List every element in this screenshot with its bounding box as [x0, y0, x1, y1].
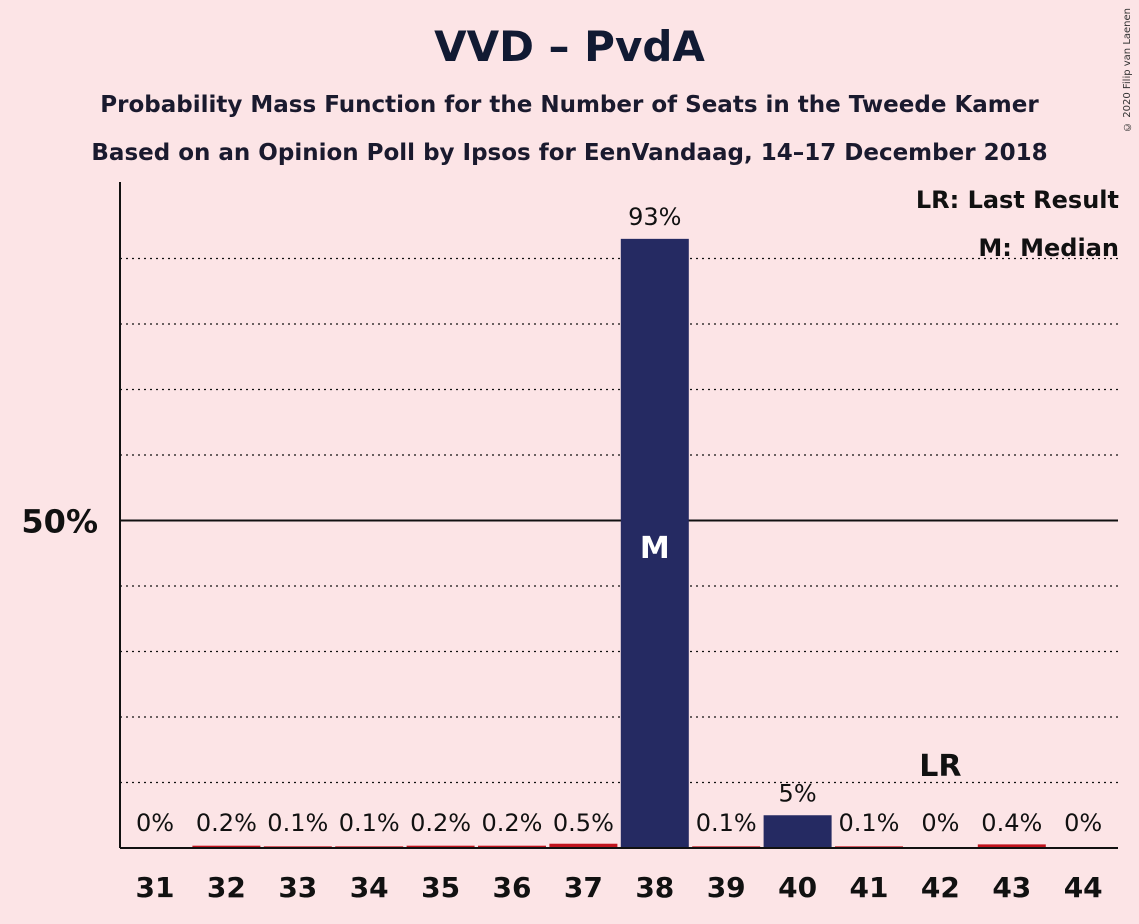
data-label-34: 0.1%	[339, 809, 400, 837]
bar-43	[977, 844, 1046, 848]
data-label-42: 0%	[921, 809, 959, 837]
bar-36	[478, 845, 546, 848]
x-tick-label-42: 42	[921, 871, 960, 904]
x-tick-label-33: 33	[278, 871, 317, 904]
bar-40	[763, 815, 832, 848]
legend-median: M: Median	[978, 234, 1119, 262]
x-tick-label-31: 31	[136, 871, 175, 904]
x-tick-label-34: 34	[350, 871, 389, 904]
x-tick-label-44: 44	[1064, 871, 1103, 904]
data-label-41: 0.1%	[839, 809, 900, 837]
data-label-35: 0.2%	[410, 809, 471, 837]
data-label-36: 0.2%	[482, 809, 543, 837]
x-tick-label-43: 43	[992, 871, 1031, 904]
data-label-38: 93%	[628, 203, 681, 231]
data-label-32: 0.2%	[196, 809, 257, 837]
bar-35	[406, 845, 475, 848]
last-result-marker: LR	[919, 749, 961, 784]
data-label-40: 5%	[779, 779, 817, 807]
x-tick-label-39: 39	[707, 871, 746, 904]
bar-38	[620, 238, 689, 849]
chart-subtitle-2: Based on an Opinion Poll by Ipsos for Ee…	[91, 140, 1048, 166]
x-tick-label-41: 41	[850, 871, 889, 904]
x-tick-label-40: 40	[778, 871, 817, 904]
chart-subtitle-1: Probability Mass Function for the Number…	[100, 92, 1039, 118]
data-label-37: 0.5%	[553, 809, 614, 837]
data-label-43: 0.4%	[981, 809, 1042, 837]
legend-last-result: LR: Last Result	[915, 186, 1119, 214]
data-label-44: 0%	[1064, 809, 1102, 837]
x-tick-label-38: 38	[635, 871, 674, 904]
bar-37	[549, 843, 618, 848]
data-label-33: 0.1%	[267, 809, 328, 837]
x-tick-label-36: 36	[493, 871, 532, 904]
x-tick-label-35: 35	[421, 871, 460, 904]
data-label-39: 0.1%	[696, 809, 757, 837]
data-label-31: 0%	[136, 809, 174, 837]
chart-title: VVD – PvdA	[434, 22, 705, 71]
x-tick-label-37: 37	[564, 871, 603, 904]
bar-32	[192, 845, 261, 848]
y-tick-label: 50%	[21, 503, 98, 541]
x-tick-label-32: 32	[207, 871, 246, 904]
median-marker: M	[640, 531, 670, 566]
